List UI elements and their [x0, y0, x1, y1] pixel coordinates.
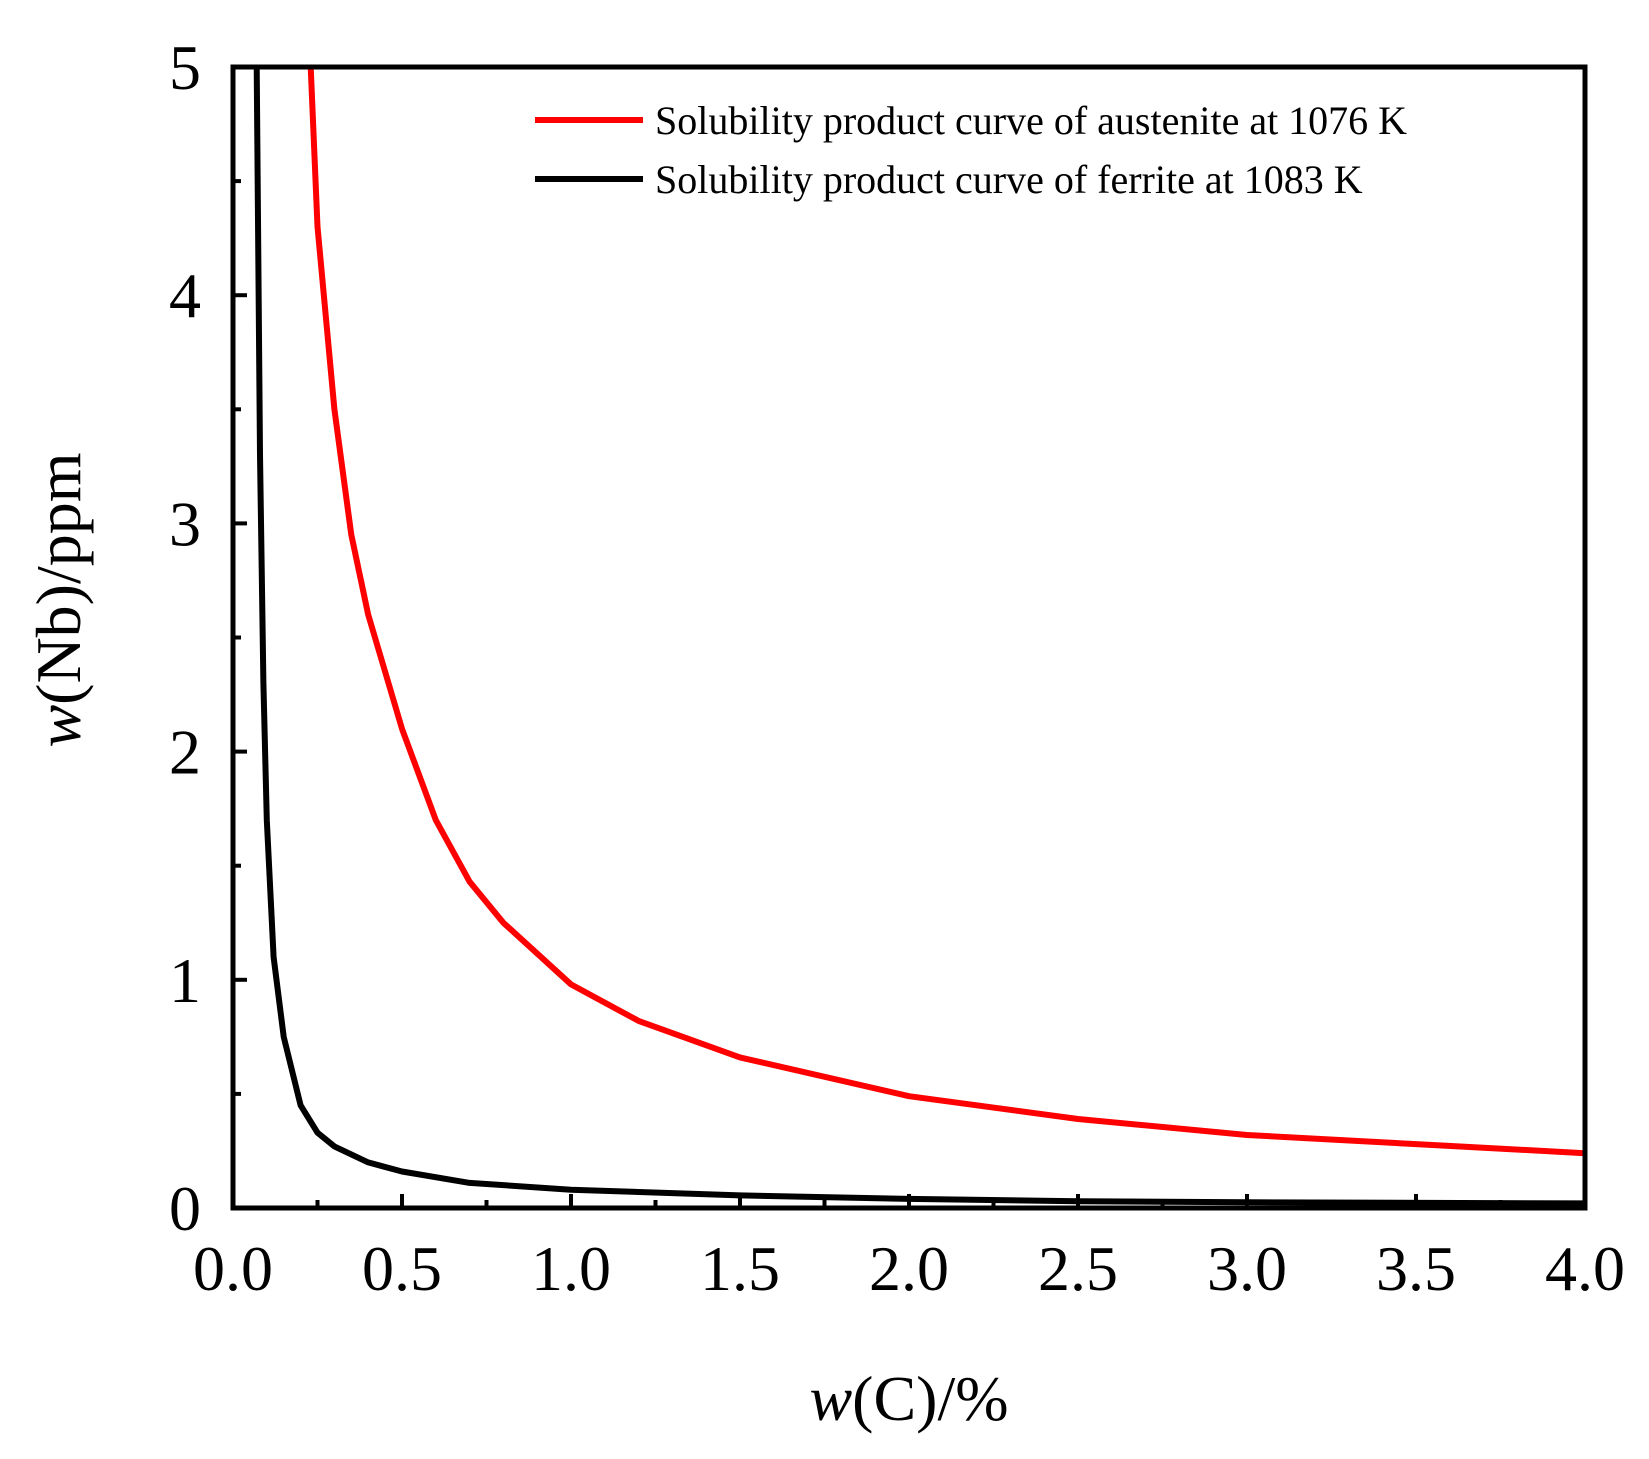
legend-label-ferrite: Solubility product curve of ferrite at 1…	[655, 157, 1363, 202]
y-tick-label: 0	[169, 1173, 201, 1244]
y-tick-label: 1	[169, 945, 201, 1016]
x-tick-label: 3.5	[1376, 1233, 1456, 1304]
series-layer	[253, 67, 1585, 1207]
x-tick-label: 0.0	[193, 1233, 273, 1304]
x-axis-title: w(C)/%	[809, 1363, 1008, 1434]
x-tick-label: 1.0	[531, 1233, 611, 1304]
y-tick-label: 2	[169, 717, 201, 788]
y-tick-label: 4	[169, 260, 201, 331]
x-tick-label: 1.5	[700, 1233, 780, 1304]
x-tick-label: 4.0	[1545, 1233, 1625, 1304]
x-tick-label: 3.0	[1207, 1233, 1287, 1304]
x-tick-label: 0.5	[362, 1233, 442, 1304]
series-line-austenite	[307, 67, 1585, 1157]
y-tick-label: 3	[169, 488, 201, 559]
y-axis-title: w(Nb)/ppm	[23, 452, 94, 747]
legend: Solubility product curve of austenite at…	[535, 98, 1407, 202]
x-tick-label: 2.5	[1038, 1233, 1118, 1304]
series-line-ferrite	[253, 67, 1585, 1207]
ticks-layer: 0.0 0.5 1.0 1.5 2.0 2.5 3.0 3.5 4.0 0 1 2 3 4 5	[169, 32, 1625, 1304]
legend-label-austenite: Solubility product curve of austenite at…	[655, 98, 1407, 143]
y-tick-label: 5	[169, 32, 201, 103]
x-tick-label: 2.0	[869, 1233, 949, 1304]
